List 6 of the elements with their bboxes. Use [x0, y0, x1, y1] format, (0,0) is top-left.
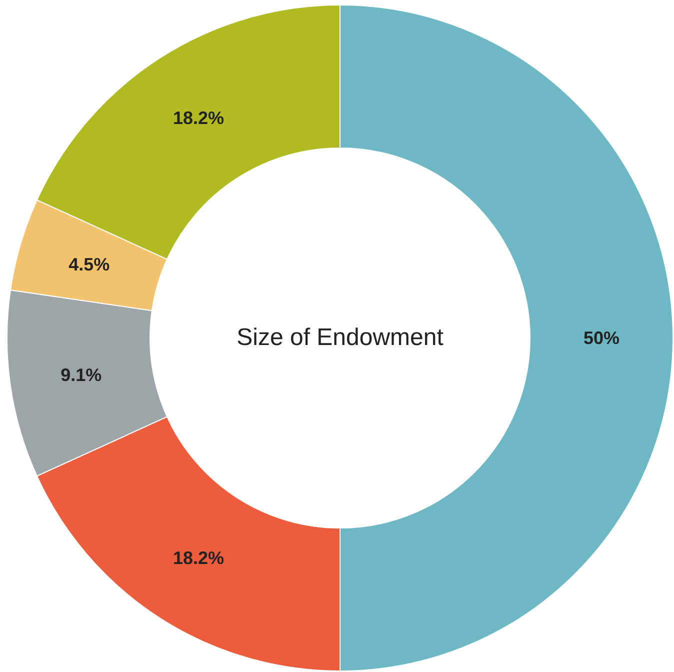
data-label: 18.2%: [172, 548, 224, 568]
data-label: 9.1%: [60, 364, 102, 385]
data-label: 18.2%: [172, 108, 224, 128]
text: Size of Endowment: [236, 323, 444, 353]
data-label: 4.5%: [68, 254, 110, 274]
data-label: 50%: [583, 328, 620, 348]
